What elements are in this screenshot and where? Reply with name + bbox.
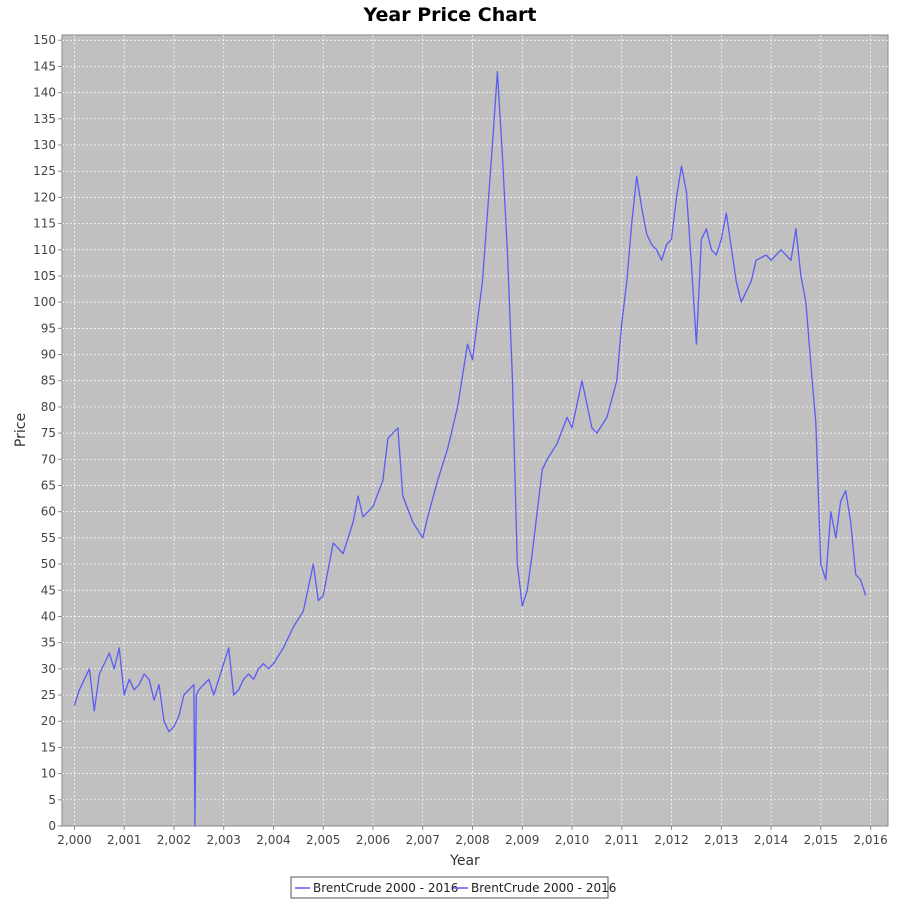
x-tick-label: 2,000 bbox=[57, 833, 91, 847]
y-tick-label: 50 bbox=[41, 557, 56, 571]
legend-entry-2: BrentCrude 2000 - 2016 bbox=[471, 881, 616, 895]
y-tick-label: 125 bbox=[33, 164, 56, 178]
y-tick-label: 35 bbox=[41, 636, 56, 650]
y-tick-label: 85 bbox=[41, 374, 56, 388]
x-tick-label: 2,003 bbox=[207, 833, 241, 847]
x-tick-label: 2,015 bbox=[804, 833, 838, 847]
y-tick-label: 0 bbox=[48, 819, 56, 833]
x-tick-label: 2,004 bbox=[256, 833, 290, 847]
legend-box bbox=[290, 876, 609, 899]
y-tick-label: 135 bbox=[33, 112, 56, 126]
x-tick-label: 2,002 bbox=[157, 833, 191, 847]
series-group bbox=[73, 71, 867, 827]
chart-title: Year Price Chart bbox=[362, 4, 536, 26]
x-axis: 2,000 2,001 2,002 2,003 2,004 2,005 2,006 2,007… bbox=[57, 826, 888, 847]
y-tick-label: 105 bbox=[33, 269, 56, 283]
x-tick-label: 2,009 bbox=[505, 833, 539, 847]
y-tick-label: 80 bbox=[41, 400, 56, 414]
y-tick-label: 70 bbox=[41, 452, 56, 466]
y-tick-label: 30 bbox=[41, 662, 56, 676]
x-tick-label: 2,006 bbox=[356, 833, 390, 847]
legend-entry-1: BrentCrude 2000 - 2016 bbox=[313, 881, 458, 895]
y-axis: 0 5 10 15 20 25 30 35 40 45 50 55 60 65 70 75 80 85 90 95 10… bbox=[33, 33, 62, 833]
y-tick-label: 130 bbox=[33, 138, 56, 152]
y-tick-label: 20 bbox=[41, 714, 56, 728]
y-tick-label: 40 bbox=[41, 609, 56, 623]
y-tick-label: 5 bbox=[48, 793, 56, 807]
y-tick-label: 95 bbox=[41, 321, 56, 335]
x-tick-label: 2,005 bbox=[306, 833, 340, 847]
y-tick-label: 60 bbox=[41, 505, 56, 519]
x-tick-label: 2,001 bbox=[107, 833, 141, 847]
x-tick-label: 2,011 bbox=[605, 833, 639, 847]
y-tick-label: 90 bbox=[41, 348, 56, 362]
x-tick-label: 2,008 bbox=[455, 833, 489, 847]
y-tick-label: 145 bbox=[33, 59, 56, 73]
y-tick-label: 10 bbox=[41, 767, 56, 781]
y-tick-label: 45 bbox=[41, 583, 56, 597]
x-tick-label: 2,013 bbox=[704, 833, 738, 847]
y-tick-label: 15 bbox=[41, 740, 56, 754]
plot-area bbox=[61, 34, 889, 827]
legend: BrentCrude 2000 - 2016 BrentCrude 2000 -… bbox=[290, 876, 616, 899]
y-tick-label: 115 bbox=[33, 217, 56, 231]
x-tick-label: 2,012 bbox=[654, 833, 688, 847]
y-tick-label: 25 bbox=[41, 688, 56, 702]
y-tick-label: 110 bbox=[33, 243, 56, 257]
y-tick-label: 65 bbox=[41, 479, 56, 493]
x-tick-label: 2,007 bbox=[406, 833, 440, 847]
y-axis-label: Price bbox=[13, 413, 29, 447]
y-tick-label: 140 bbox=[33, 86, 56, 100]
x-axis-label: Year bbox=[449, 853, 480, 869]
grid-lines bbox=[62, 35, 888, 826]
x-tick-label: 2,016 bbox=[853, 833, 887, 847]
y-tick-label: 100 bbox=[33, 295, 56, 309]
y-tick-label: 75 bbox=[41, 426, 56, 440]
x-tick-label: 2,010 bbox=[555, 833, 589, 847]
y-tick-label: 120 bbox=[33, 190, 56, 204]
y-tick-label: 55 bbox=[41, 531, 56, 545]
series-line-brentcrude bbox=[73, 71, 867, 827]
y-tick-label: 150 bbox=[33, 33, 56, 47]
x-tick-label: 2,014 bbox=[754, 833, 788, 847]
